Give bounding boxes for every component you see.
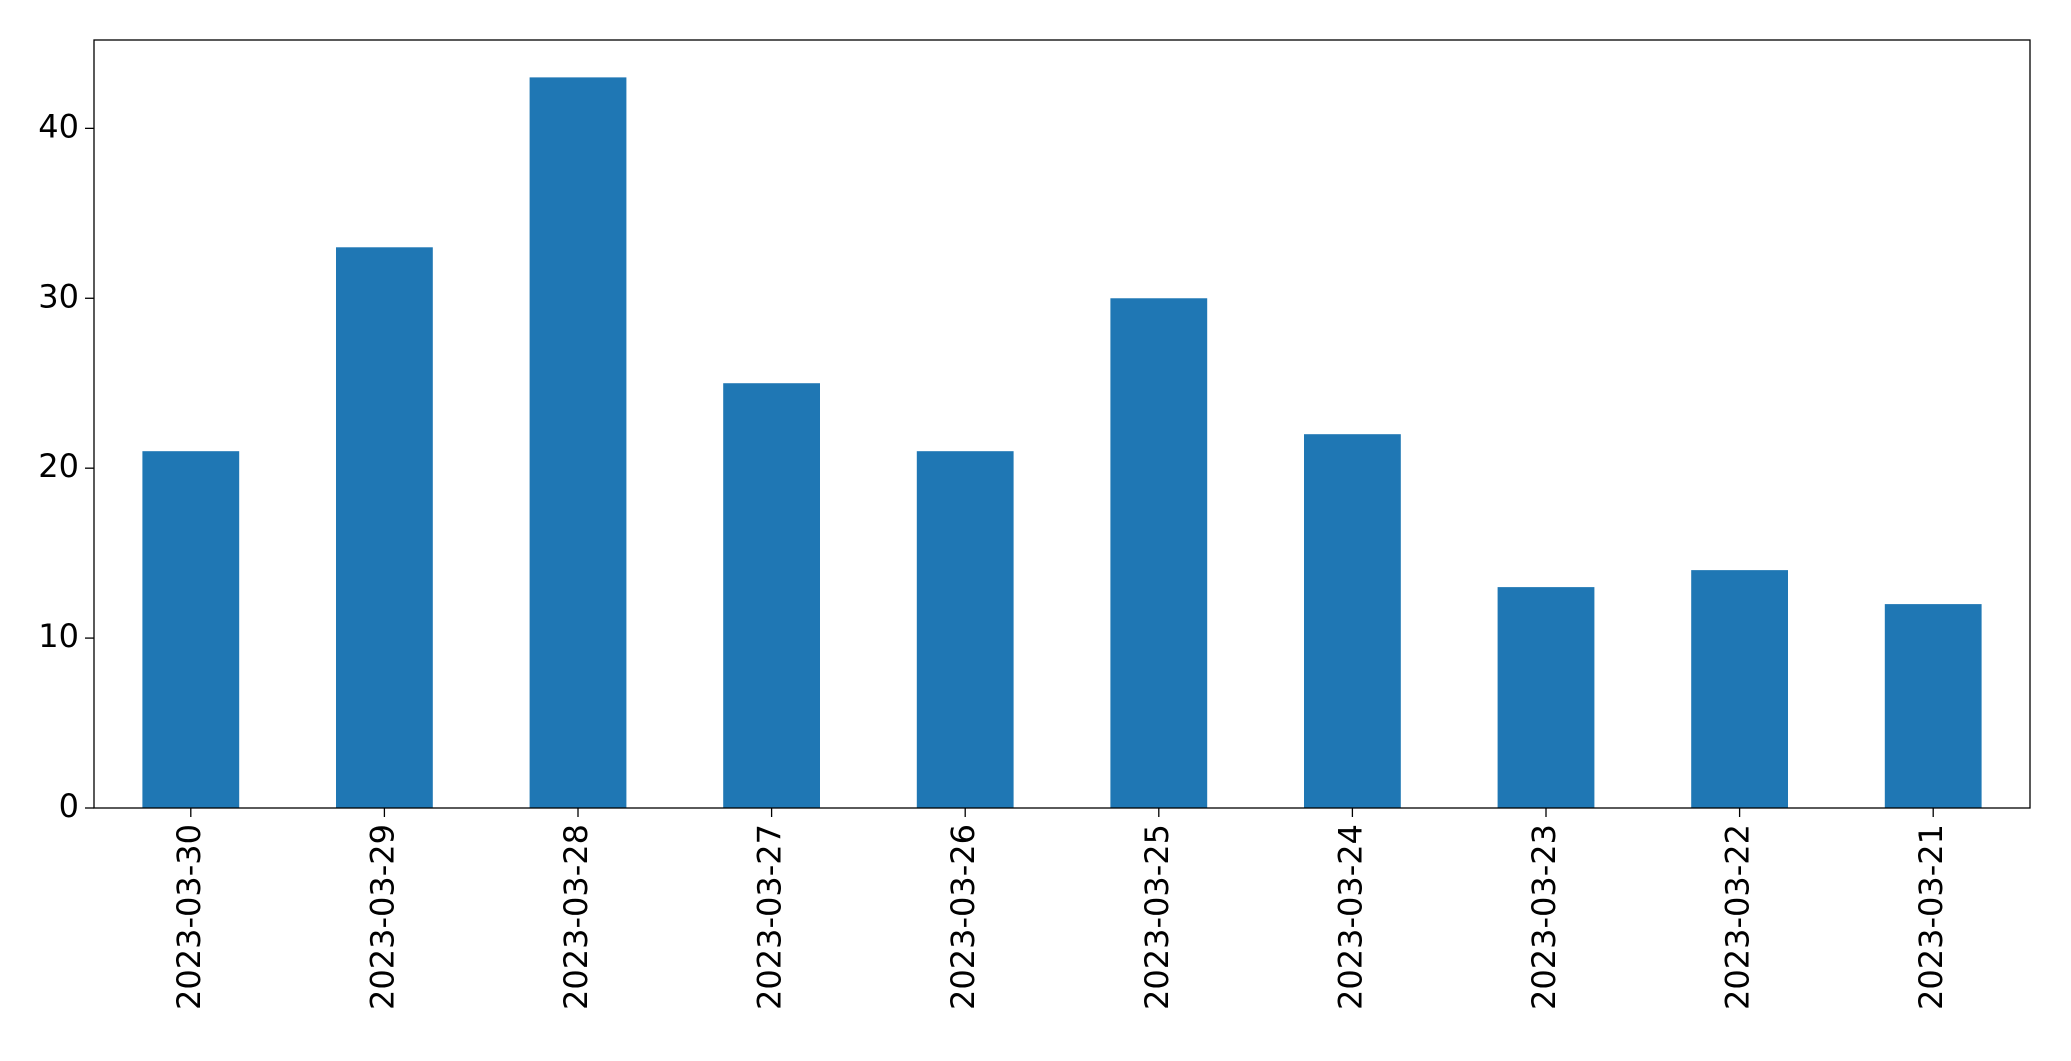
bar xyxy=(916,451,1014,808)
x-tick-label: 2023-03-22 xyxy=(1719,824,1757,1010)
x-tick-label: 2023-03-26 xyxy=(944,824,982,1010)
bar xyxy=(723,383,820,808)
bar xyxy=(142,451,240,808)
x-tick-label: 2023-03-30 xyxy=(170,824,208,1010)
y-tick-label: 0 xyxy=(59,787,79,825)
bar xyxy=(1497,587,1595,808)
y-tick-label: 30 xyxy=(38,277,79,315)
y-tick-label: 10 xyxy=(38,617,79,655)
bar xyxy=(1110,298,1208,808)
y-tick-label: 20 xyxy=(38,447,79,485)
y-tick-label: 40 xyxy=(38,107,79,145)
x-tick-label: 2023-03-28 xyxy=(557,824,595,1010)
plot-frame xyxy=(93,39,2031,809)
bar xyxy=(336,247,433,808)
x-tick-label: 2023-03-27 xyxy=(751,824,789,1010)
bar xyxy=(1691,570,1788,808)
x-tick-label: 2023-03-23 xyxy=(1525,824,1563,1010)
bar xyxy=(1884,604,1982,808)
x-tick-label: 2023-03-29 xyxy=(363,824,401,1010)
x-tick-label: 2023-03-25 xyxy=(1138,824,1176,1010)
bar xyxy=(529,77,627,808)
x-tick-label: 2023-03-21 xyxy=(1912,824,1950,1010)
bar xyxy=(1304,434,1401,808)
x-tick-label: 2023-03-24 xyxy=(1331,824,1369,1010)
